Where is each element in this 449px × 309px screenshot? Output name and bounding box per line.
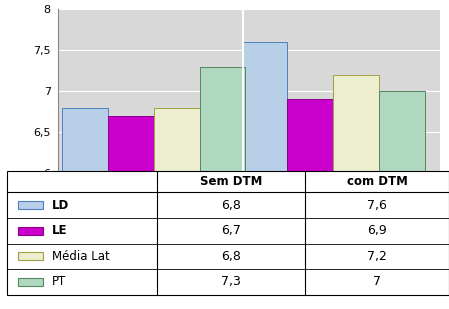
Text: com DTM: com DTM	[347, 175, 408, 188]
Bar	[18, 252, 43, 260]
Text: Média Lat: Média Lat	[52, 250, 110, 263]
Text: 7,6: 7,6	[367, 199, 387, 212]
Text: Sem DTM: Sem DTM	[200, 175, 262, 188]
Text: 7,2: 7,2	[367, 250, 387, 263]
Text: 6,9: 6,9	[367, 224, 387, 237]
Text: 6,7: 6,7	[221, 224, 241, 237]
Bar	[62, 108, 108, 173]
Bar	[18, 278, 43, 286]
Text: 6,8: 6,8	[221, 250, 241, 263]
Bar	[199, 66, 246, 173]
Bar	[18, 201, 43, 209]
Bar	[7, 171, 449, 295]
Bar	[379, 91, 425, 173]
Text: PT: PT	[52, 276, 66, 289]
Bar	[287, 99, 333, 173]
Text: LE: LE	[52, 224, 67, 237]
Bar	[242, 42, 287, 173]
Text: 7: 7	[373, 276, 381, 289]
Text: 7,3: 7,3	[221, 276, 241, 289]
Text: LD: LD	[52, 199, 69, 212]
Text: 6,8: 6,8	[221, 199, 241, 212]
Bar	[18, 227, 43, 235]
Bar	[154, 108, 199, 173]
Bar	[333, 75, 379, 173]
Bar	[108, 116, 154, 173]
